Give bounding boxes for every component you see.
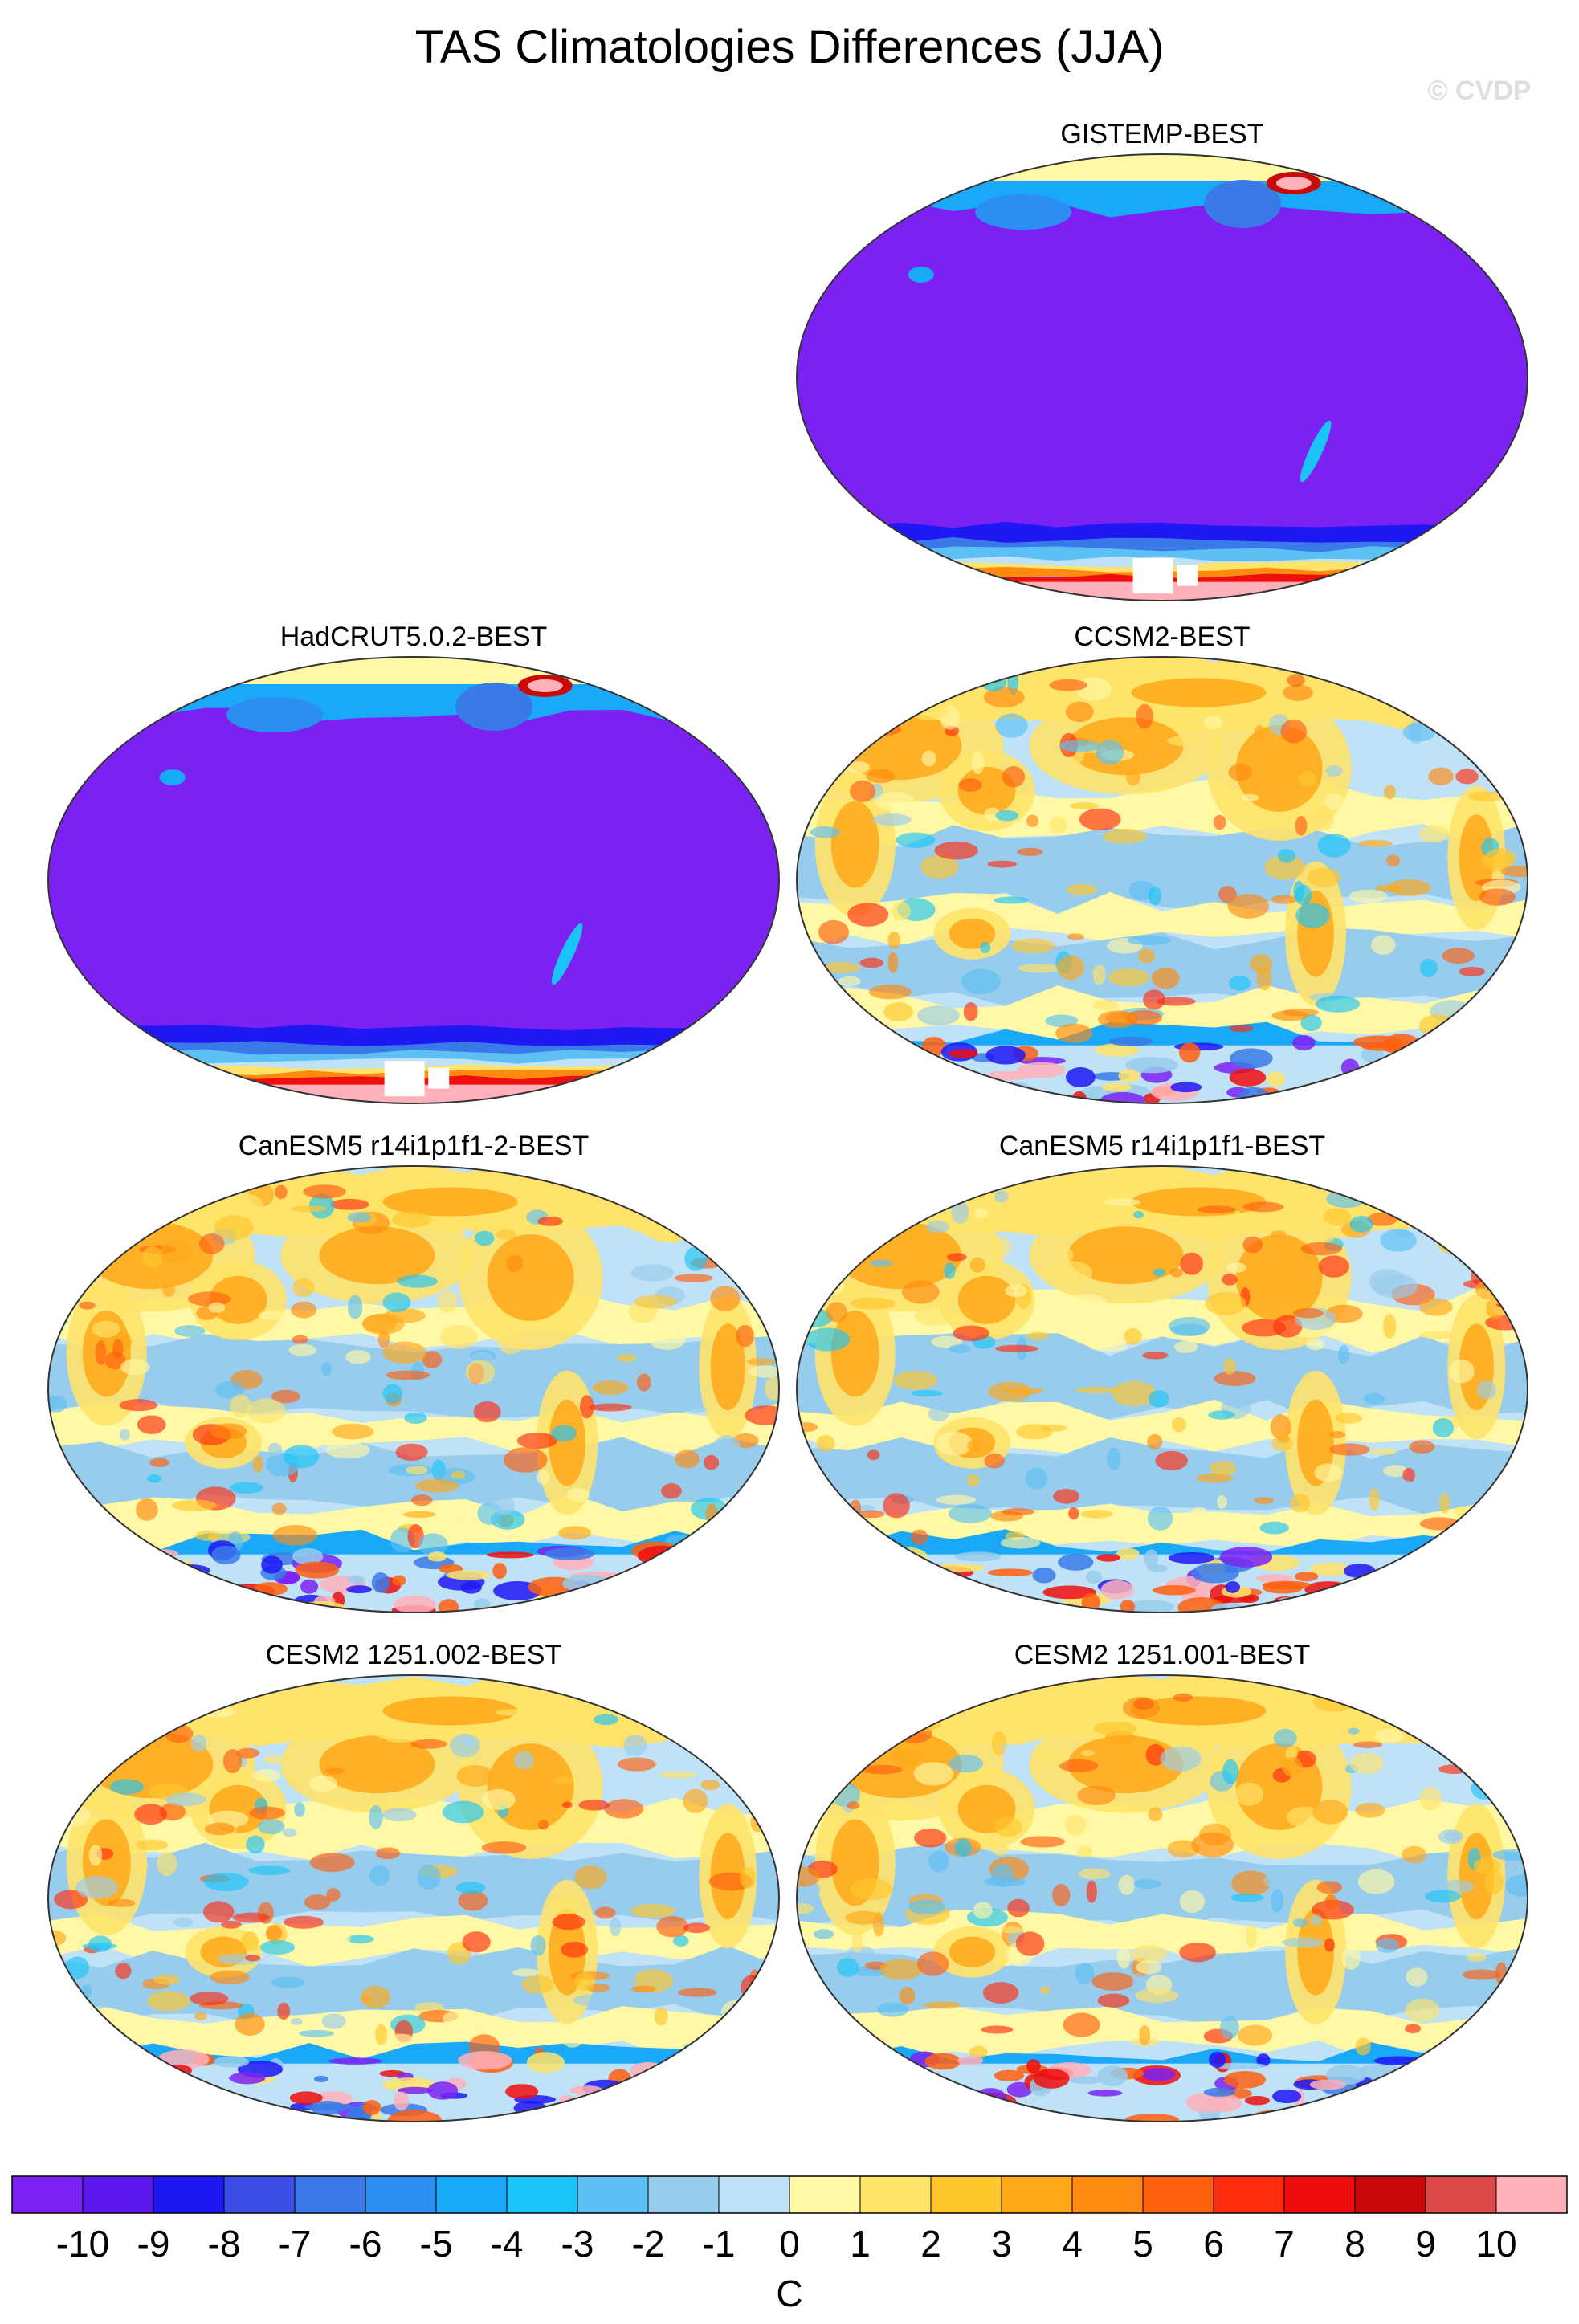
panel-title: CanESM5 r14i1p1f1-2-BEST [239, 1131, 590, 1161]
colorbar-tick-label: 4 [1062, 2223, 1083, 2265]
colorbar-tick-label: 5 [1132, 2223, 1153, 2265]
map-panel: CESM2 1251.001-BEST [795, 1640, 1529, 2122]
panel-title: CESM2 1251.002-BEST [266, 1640, 562, 1670]
colorbar-swatch [1002, 2176, 1073, 2213]
map-panel: CCSM2-BEST [795, 622, 1529, 1104]
colorbar-swatch [1072, 2176, 1144, 2213]
colorbar-tick-label: 2 [920, 2223, 941, 2265]
colorbar: -10 -9 -8 -7 -6 -5 -4 -3 -2 -1 0 1 2 3 4 5 6 7 8 9 10 [11, 2175, 1568, 2265]
colorbar-swatch [507, 2176, 578, 2213]
colorbar-swatch [224, 2176, 296, 2213]
colorbar-swatch [931, 2176, 1002, 2213]
colorbar-swatch [83, 2176, 154, 2213]
map-field [797, 154, 1528, 601]
colorbar-swatch [719, 2176, 790, 2213]
colorbar-tick-label: -6 [349, 2223, 382, 2265]
map-field [797, 1166, 1528, 1613]
colorbar-tick-label: 0 [779, 2223, 800, 2265]
colorbar-tick-label: 8 [1344, 2223, 1365, 2265]
colorbar-tick-label: 10 [1475, 2223, 1516, 2265]
colorbar-swatch [1214, 2176, 1285, 2213]
colorbar-tick-label: 6 [1203, 2223, 1224, 2265]
colorbar-swatch [790, 2176, 861, 2213]
colorbar-tick-label: 9 [1415, 2223, 1436, 2265]
colorbar-tick-label: 3 [991, 2223, 1012, 2265]
colorbar-swatch [1355, 2176, 1426, 2213]
colorbar-swatch [1143, 2176, 1214, 2213]
figure-title: TAS Climatologies Differences (JJA) [415, 21, 1165, 73]
map-field [797, 1675, 1528, 2122]
colorbar-tick-label: -1 [703, 2223, 736, 2265]
map-panel: CESM2 1251.002-BEST [47, 1640, 781, 2122]
map-field [48, 1166, 779, 1613]
colorbar-swatch [648, 2176, 720, 2213]
map-panel: CanESM5 r14i1p1f1-2-BEST [47, 1131, 781, 1613]
colorbar-tick-label: -9 [137, 2223, 170, 2265]
panel-grid: GISTEMP-BEST HadCRUT5.0.2-BEST CCSM2-BEST C… [47, 119, 1529, 2122]
colorbar-unit-label: C [776, 2273, 802, 2314]
colorbar-tick-label: -3 [561, 2223, 594, 2265]
panel-title: CESM2 1251.001-BEST [1014, 1640, 1311, 1670]
colorbar-tick-label: -2 [632, 2223, 665, 2265]
map-panel: CanESM5 r14i1p1f1-BEST [795, 1131, 1529, 1613]
colorbar-swatch [365, 2176, 437, 2213]
colorbar-tick-label: -10 [56, 2223, 109, 2265]
colorbar-tick-label: 1 [850, 2223, 871, 2265]
colorbar-tick-label: -4 [491, 2223, 524, 2265]
colorbar-swatch [1284, 2176, 1356, 2213]
panel-title: GISTEMP-BEST [1060, 119, 1263, 149]
map-panel: GISTEMP-BEST [795, 119, 1529, 601]
colorbar-swatch [436, 2176, 508, 2213]
colorbar-swatch [1426, 2176, 1497, 2213]
colorbar-tick-label: -5 [420, 2223, 453, 2265]
colorbar-swatch [577, 2176, 649, 2213]
panel-title: HadCRUT5.0.2-BEST [280, 622, 548, 652]
panel-title: CCSM2-BEST [1074, 622, 1250, 652]
colorbar-swatch [153, 2176, 225, 2213]
colorbar-swatch [860, 2176, 932, 2213]
map-field [797, 657, 1528, 1103]
colorbar-swatch [295, 2176, 366, 2213]
colorbar-tick-label: -8 [208, 2223, 241, 2265]
colorbar-tick-label: -7 [279, 2223, 312, 2265]
map-field [48, 1675, 779, 2122]
colorbar-swatch [1496, 2176, 1568, 2213]
panel-title: CanESM5 r14i1p1f1-BEST [999, 1131, 1325, 1161]
colorbar-tick-label: 7 [1274, 2223, 1295, 2265]
watermark: © CVDP [1428, 75, 1532, 106]
colorbar-swatch [12, 2176, 84, 2213]
